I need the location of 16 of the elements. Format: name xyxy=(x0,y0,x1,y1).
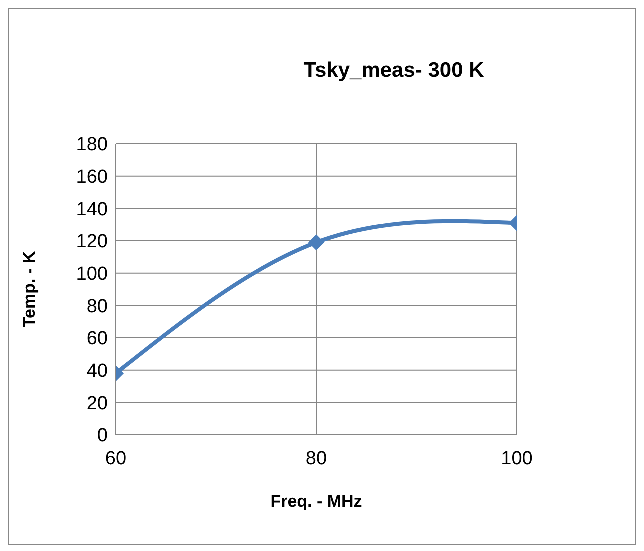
x-axis-title: Freq. - MHz xyxy=(270,492,362,511)
y-tick-label: 180 xyxy=(76,134,108,156)
y-tick-label: 80 xyxy=(86,296,108,318)
x-tick-label: 80 xyxy=(306,448,328,470)
x-tick-label: 100 xyxy=(501,448,533,470)
y-tick-label: 40 xyxy=(86,361,108,382)
y-tick-label: 160 xyxy=(76,167,108,188)
y-axis-title: Temp. - K xyxy=(20,250,40,328)
chart-title: Tsky_meas- 300 K xyxy=(302,59,486,83)
y-tick-label: 20 xyxy=(86,393,108,414)
y-tick-label: 100 xyxy=(76,264,108,286)
y-tick-label: 120 xyxy=(76,232,108,253)
y-tick-label: 140 xyxy=(76,199,108,220)
x-tick-label: 60 xyxy=(105,448,127,470)
y-tick-label: 0 xyxy=(97,426,108,447)
y-tick-label: 60 xyxy=(86,328,108,350)
